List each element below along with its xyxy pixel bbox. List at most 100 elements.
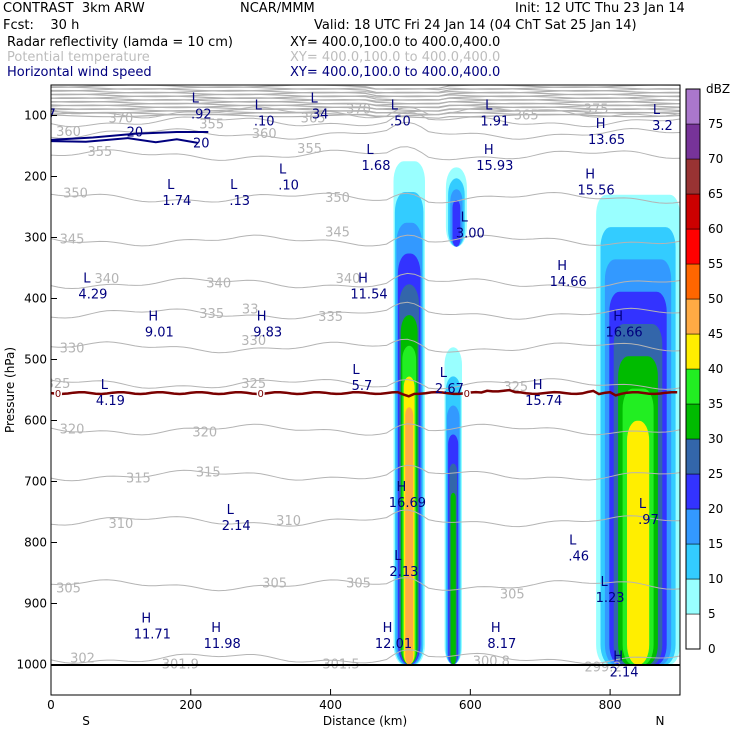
wind-extremum-marker: L (310, 91, 318, 106)
colorbar-tick-label: 70 (708, 152, 723, 166)
freezing-level-label: 0 (55, 389, 61, 400)
theta-label: 340 (336, 272, 361, 287)
wind-extremum-marker: L (461, 210, 469, 225)
wind-extremum-marker: L (38, 91, 46, 106)
colorbar-swatch (685, 403, 701, 440)
wind-extremum-value: 1.68 (362, 159, 391, 174)
theta-label: 350 (325, 191, 350, 206)
y-tick-label: 900 (24, 597, 47, 611)
colorbar-swatch (685, 88, 701, 125)
colorbar-tick-label: 5 (708, 607, 716, 621)
wind-extremum-value: 1.74 (162, 194, 191, 209)
wind-extremum-value: 3.00 (456, 226, 485, 241)
wind-extremum-marker: L (639, 497, 647, 512)
wind-extremum-value: 12.01 (375, 637, 412, 652)
wind-extremum-marker: L (227, 503, 235, 518)
reflectivity-cell (450, 492, 456, 665)
theta-contour-line (51, 423, 680, 436)
south-label: S (82, 714, 90, 728)
colorbar-tick-label: 45 (708, 327, 723, 341)
wind-extremum-value: 9.83 (253, 326, 282, 341)
colorbar-tick-label: 35 (708, 397, 723, 411)
dbz-colorbar: 0 5 10 15 20 25 30 35 40 45 50 55 60 65 70 75 (685, 88, 723, 656)
isotach-line (51, 137, 198, 144)
wind-extremum-marker: H (613, 650, 623, 665)
theta-contour-line (51, 121, 680, 140)
theta-label: 335 (318, 310, 343, 325)
colorbar-swatch (685, 473, 701, 510)
theta-contour-line (51, 464, 680, 482)
wind-extremum-value: 3.2 (652, 119, 673, 134)
theta-label: 360 (252, 127, 277, 142)
wind-extremum-marker: H (257, 310, 267, 325)
theta-label: 370 (346, 102, 371, 117)
wind-extremum-value: 11.71 (134, 628, 171, 643)
theta-label: 360 (56, 125, 81, 140)
colorbar-swatch (685, 228, 701, 265)
theta-band-line (51, 106, 680, 112)
theta-label: 330 (60, 342, 85, 357)
wind-extremum-value: 9.01 (145, 326, 174, 341)
theta-label: 320 (192, 426, 217, 441)
reflectivity-cell (405, 407, 414, 665)
wind-extremum-marker: L (653, 103, 661, 118)
wind-extremum-marker: H (148, 310, 158, 325)
theta-label: 300.8 (473, 654, 510, 669)
wind-extremum-marker: L (391, 99, 399, 114)
wind-extremum-value: .10 (278, 179, 299, 194)
theta-label: 310 (108, 517, 133, 532)
colorbar-tick-label: 65 (708, 187, 723, 201)
theta-contour-line (51, 191, 680, 204)
wind-extremum-value: 16.69 (389, 496, 426, 511)
wind-extremum-marker: L (440, 366, 448, 381)
theta-band-line (51, 102, 680, 109)
y-tick-label: 300 (24, 231, 47, 245)
north-label: N (656, 714, 665, 728)
theta-label: 345 (325, 226, 350, 241)
theta-label: 335 (199, 307, 224, 322)
colorbar-tick-label: 60 (708, 222, 723, 236)
theta-contour-line (51, 146, 680, 161)
organization-label: NCAR/MMM (240, 1, 315, 16)
wind-extremum-marker: H (613, 310, 623, 325)
theta-label: 355 (297, 142, 322, 157)
theta-label: 325 (241, 377, 266, 392)
wind-extremum-marker: L (569, 534, 577, 549)
wind-extremum-marker: L (167, 178, 175, 193)
wind-extremum-value: 8.17 (487, 637, 516, 652)
theta-label: 305 (56, 581, 81, 596)
theta-label: 350 (63, 187, 88, 202)
wind-extremum-value: .92 (191, 107, 212, 122)
colorbar-tick-label: 0 (708, 642, 716, 656)
colorbar-frame (685, 88, 701, 650)
field2-name: Potential temperature (7, 50, 150, 65)
wind-extremum-marker: L (352, 363, 360, 378)
wind-extremum-value: 11.54 (350, 287, 387, 302)
wind-extremum-value: .10 (254, 115, 275, 130)
theta-contour-line (51, 378, 680, 390)
wind-extremum-value: 14.66 (550, 275, 587, 290)
theta-contour-line (51, 509, 680, 528)
wind-extremum-value: .13 (229, 194, 250, 209)
field1-name: Radar reflectivity (lamda = 10 cm) (7, 35, 233, 50)
theta-label: 325 (46, 377, 71, 392)
freezing-level-label: 0 (464, 389, 470, 400)
y-tick-label: 1000 (16, 658, 47, 672)
reflectivity-cell (452, 200, 461, 247)
colorbar-swatch (685, 578, 701, 615)
x-axis-title: Distance (km) (323, 714, 407, 728)
y-tick-label: 600 (24, 414, 47, 428)
wind-extremum-marker: H (358, 271, 368, 286)
colorbar-swatch (685, 123, 701, 160)
x-axis: 0 200 400 600 800 (47, 689, 622, 712)
wind-extremum-value: 34 (312, 107, 329, 122)
colorbar-swatch (685, 543, 701, 580)
y-tick-label: 100 (24, 109, 47, 123)
upper-theta-band (51, 85, 680, 119)
wind-extremum-marker: H (397, 480, 407, 495)
y-tick-label: 700 (24, 475, 47, 489)
freezing-level-label: 0 (258, 389, 264, 400)
wind-extremum-marker: L (366, 143, 374, 158)
